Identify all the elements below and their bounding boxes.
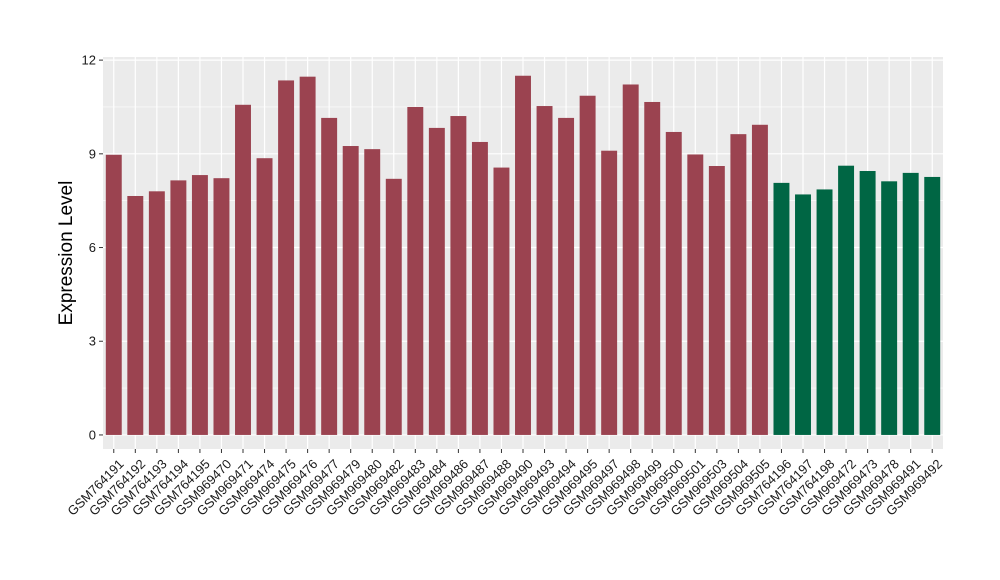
- bar: [105, 154, 122, 435]
- y-tick-label: 3: [89, 334, 96, 349]
- bar: [859, 171, 876, 435]
- x-axis: GSM764191GSM764192GSM764193GSM764194GSM7…: [64, 449, 945, 519]
- y-tick-label: 0: [89, 427, 96, 442]
- bar: [902, 172, 919, 435]
- bar: [407, 106, 424, 435]
- bar: [256, 158, 273, 435]
- bar: [278, 80, 295, 435]
- bars: [105, 75, 941, 435]
- bar: [795, 194, 811, 435]
- bar: [730, 134, 747, 435]
- bar: [622, 84, 639, 435]
- bar: [191, 175, 208, 435]
- bar: [838, 165, 855, 435]
- bar: [321, 117, 338, 435]
- bar: [924, 176, 941, 435]
- y-axis: 0 3 6 9 12: [82, 53, 103, 442]
- bar: [385, 178, 402, 435]
- y-tick-label: 12: [82, 53, 96, 68]
- bar: [558, 117, 575, 435]
- bar: [213, 178, 230, 435]
- bar: [235, 104, 251, 435]
- bar: [342, 146, 359, 435]
- bar: [644, 101, 661, 435]
- bar: [450, 116, 467, 435]
- y-axis-title: Expression Level: [56, 181, 77, 326]
- bar: [816, 189, 833, 435]
- bar: [881, 181, 898, 435]
- bar: [170, 180, 187, 435]
- bar: [536, 106, 553, 435]
- bar: [493, 167, 510, 435]
- bar: [428, 127, 445, 435]
- bar: [515, 75, 531, 435]
- bar: [601, 150, 618, 435]
- bar: [708, 166, 725, 435]
- bar: [579, 95, 596, 435]
- bar: [471, 141, 488, 435]
- bar: [364, 149, 381, 435]
- bar: [148, 191, 165, 435]
- bar: [751, 124, 768, 435]
- bar: [665, 131, 682, 435]
- y-tick-label: 9: [89, 146, 96, 161]
- bar: [299, 76, 316, 435]
- bar: [773, 182, 790, 435]
- bar: [687, 154, 704, 435]
- bar: [127, 195, 144, 435]
- y-tick-label: 6: [89, 240, 96, 255]
